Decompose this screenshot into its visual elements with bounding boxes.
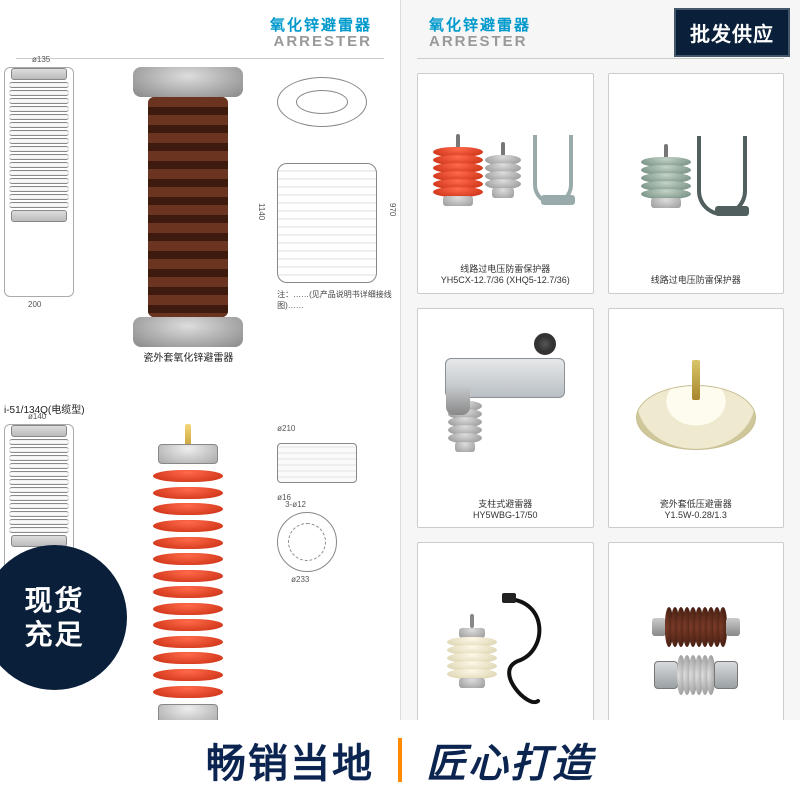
side-elevation: 1140 970 — [277, 163, 377, 283]
bracket-icon — [697, 136, 747, 216]
side-note: 注：……(见产品说明书详细接线图)…… — [277, 289, 400, 311]
product-card: 线路过电压防雷保护器 — [608, 73, 785, 294]
clamp-icon — [445, 358, 565, 398]
product-caption: 线路过电压防雷保护器 YH5CX-12.7/36 (XHQ5-12.7/36) — [441, 260, 570, 287]
right-page: 氧化锌避雷器 ARRESTER — [400, 0, 800, 800]
gray-polymer-mini — [485, 142, 521, 198]
cord-icon — [498, 591, 558, 711]
product-model: HY5WBG-17/50 — [473, 510, 538, 521]
product-model: YH5CX-12.7/36 (XHQ5-12.7/36) — [441, 275, 570, 286]
product-card: 支柱式避雷器 HY5WBG-17/50 — [417, 308, 594, 529]
horiz-clamp — [654, 655, 738, 695]
product-caption: 线路过电压防雷保护器 — [651, 271, 741, 286]
product-card: 瓷外套低压避雷器 Y1.5W-0.28/1.3 — [608, 308, 785, 529]
product-model: Y1.5W-0.28/1.3 — [660, 510, 732, 521]
detail-group: ø210 ø16 3-ø12 ø233 — [277, 424, 367, 572]
dim-top-dia: ø135 — [32, 55, 50, 64]
porcelain-caption: 瓷外套氧化锌避雷器 — [143, 349, 233, 364]
product-visual — [615, 80, 778, 271]
horiz-porcelain — [652, 607, 740, 647]
product-caption: 支柱式避雷器 HY5WBG-17/50 — [473, 495, 538, 522]
red-polymer-mini — [437, 134, 479, 206]
product-visual — [424, 315, 587, 495]
left-header-en: ARRESTER — [0, 33, 372, 50]
bolt-circle: 3-ø12 ø233 — [277, 512, 337, 572]
product-card: 线路过电压防雷保护器 YH5CX-12.7/36 (XHQ5-12.7/36) — [417, 73, 594, 294]
cream-polymer-mini — [452, 614, 492, 688]
red-polymer-arrester — [143, 424, 233, 724]
product-title: 支柱式避雷器 — [473, 499, 538, 510]
product-visual — [615, 315, 778, 495]
banner-right-text: 匠心打造 — [426, 731, 594, 789]
product-visual — [424, 80, 587, 260]
teal-polymer-mini — [645, 144, 687, 208]
side-h1: 1140 — [257, 203, 266, 220]
line-drawing-body — [4, 67, 74, 297]
left-header-cn: 氧化锌避雷器 — [0, 14, 372, 35]
left-column-header: 氧化锌避雷器 ARRESTER — [0, 0, 400, 54]
disc-arrester — [636, 360, 756, 450]
side-h2: 970 — [388, 203, 397, 216]
side-diagram-group: 1140 970 — [277, 67, 387, 283]
dim-base: 200 — [28, 300, 41, 309]
diagram-cable-type: ø135 616 200 — [0, 67, 100, 399]
catalog-spread: 氧化锌避雷器 ARRESTER ø135 616 — [0, 0, 800, 800]
dim2-top-dia: ø140 — [28, 412, 46, 421]
porcelain-arrester — [133, 67, 243, 347]
dim-bolt: 3-ø12 — [285, 500, 306, 509]
side-diagram: 1140 970 注：……(见产品说明书详细接线图)…… — [277, 67, 400, 399]
product-caption: 瓷外套低压避雷器 Y1.5W-0.28/1.3 — [660, 495, 732, 522]
product-title: 线路过电压防雷保护器 — [651, 275, 741, 286]
cable-type-caption: i-51/134Q(电缆型) — [0, 401, 100, 416]
left-top-row: ø135 616 200 — [0, 59, 400, 399]
banner-divider — [398, 738, 402, 782]
banner-left-text: 畅销当地 — [206, 731, 374, 789]
wholesale-badge: 批发供应 — [674, 8, 790, 57]
product-title: 线路过电压防雷保护器 — [441, 264, 570, 275]
dim-circ: ø233 — [291, 575, 309, 584]
top-view-circle — [277, 77, 367, 127]
product-title: 瓷外套低压避雷器 — [660, 499, 732, 510]
in-stock-text: 现货 充足 — [24, 584, 84, 651]
bottom-banner: 畅销当地 匠心打造 — [0, 720, 800, 800]
porcelain-arrester-photo: 瓷外套氧化锌避雷器 — [100, 67, 278, 399]
product-grid: 线路过电压防雷保护器 YH5CX-12.7/36 (XHQ5-12.7/36) — [401, 59, 800, 779]
top-view-rect — [277, 443, 357, 483]
bracket-icon — [533, 135, 573, 205]
line-drawing: ø135 616 200 — [4, 67, 74, 297]
dim-shed-a: ø210 — [277, 424, 295, 433]
